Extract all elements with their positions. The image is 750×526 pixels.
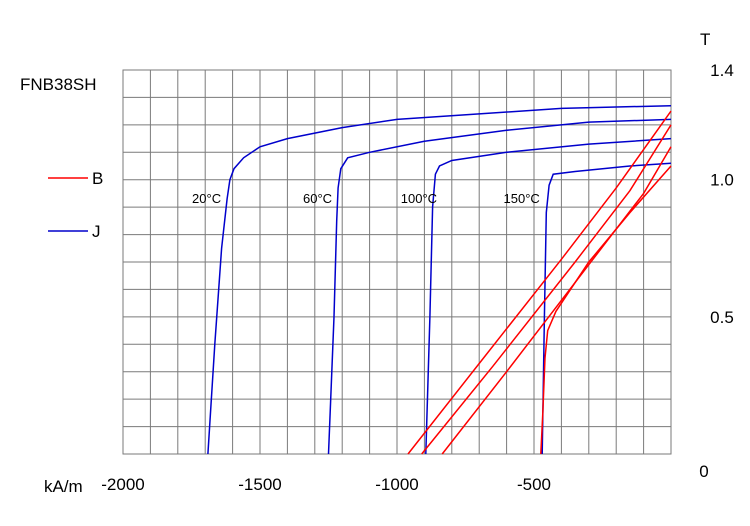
- x-tick-label: 0: [699, 462, 708, 481]
- curve-j-100c: [425, 137, 672, 455]
- legend: B J: [48, 169, 103, 241]
- curve-labels: 20°C 60°C 100°C 150°C: [192, 191, 540, 206]
- x-axis-unit: kA/m: [44, 477, 83, 496]
- x-tick-label: -2000: [101, 475, 144, 494]
- x-tick-label: -1000: [375, 475, 418, 494]
- legend-label-j: J: [92, 222, 101, 241]
- x-tick-label: -500: [517, 475, 551, 494]
- curve-j-20c: [207, 104, 672, 455]
- curve-temperature-label: 60°C: [303, 191, 332, 206]
- plot-frame: [122, 69, 672, 455]
- legend-label-b: B: [92, 169, 103, 188]
- curve-temperature-label: 150°C: [504, 191, 540, 206]
- curve-b-150c: [540, 165, 672, 455]
- y-tick-label: 0.5: [710, 308, 734, 327]
- y-tick-label: 1.0: [710, 171, 734, 190]
- curve-b-60c: [421, 124, 672, 455]
- y-tick-label: 1.4: [710, 61, 734, 80]
- chart-title: FNB38SH: [20, 75, 97, 94]
- curves: [207, 104, 672, 455]
- curve-b-20c: [407, 110, 672, 455]
- curve-temperature-label: 20°C: [192, 191, 221, 206]
- y-axis-unit: T: [700, 30, 710, 49]
- curve-temperature-label: 100°C: [401, 191, 437, 206]
- x-tick-label: -1500: [238, 475, 281, 494]
- tick-labels: -2000 -1500 -1000 -500 0 1.4 1.0 0.5: [101, 61, 734, 494]
- curve-j-60c: [327, 118, 672, 455]
- curve-b-100c: [441, 146, 672, 455]
- grid: [123, 70, 671, 454]
